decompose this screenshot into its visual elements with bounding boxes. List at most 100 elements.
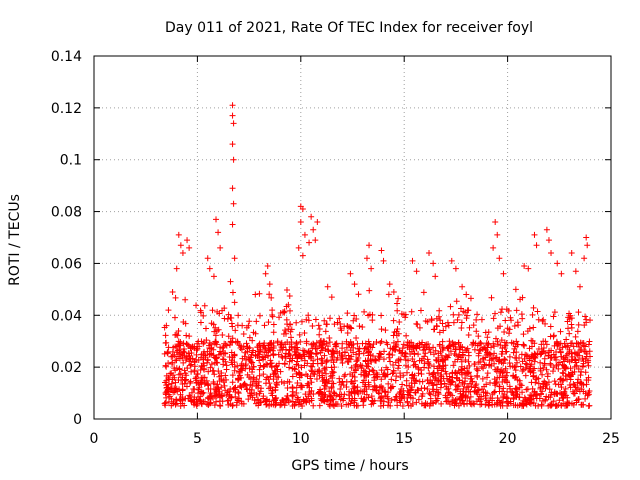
data-point xyxy=(359,388,366,395)
data-point xyxy=(238,361,245,368)
data-point xyxy=(397,388,404,395)
data-point xyxy=(320,378,327,385)
data-point xyxy=(528,379,535,386)
data-point xyxy=(256,342,263,349)
y-tick-labels: 0 0.02 0.04 0.06 0.08 0.1 0.12 0.14 xyxy=(51,49,82,428)
data-point xyxy=(543,226,550,233)
data-point xyxy=(229,185,236,192)
data-point xyxy=(586,338,593,345)
data-point xyxy=(187,378,194,385)
data-point xyxy=(176,365,183,372)
data-point xyxy=(277,347,284,354)
data-point xyxy=(326,378,333,385)
data-point xyxy=(286,379,293,386)
data-point xyxy=(529,311,536,318)
data-point xyxy=(244,344,251,351)
data-point xyxy=(378,367,385,374)
data-point xyxy=(250,378,257,385)
data-point xyxy=(430,260,437,267)
data-point xyxy=(435,313,442,320)
data-point xyxy=(304,360,311,367)
data-point xyxy=(498,337,505,344)
data-point xyxy=(369,311,376,318)
data-point xyxy=(446,376,453,383)
data-point xyxy=(477,358,484,365)
data-point xyxy=(338,356,345,363)
data-point xyxy=(180,348,187,355)
data-point xyxy=(333,392,340,399)
data-point xyxy=(538,350,545,357)
data-point xyxy=(393,397,400,404)
data-point xyxy=(543,366,550,373)
data-point xyxy=(464,345,471,352)
data-point xyxy=(216,402,223,409)
data-point xyxy=(167,370,174,377)
data-point xyxy=(490,355,497,362)
data-point xyxy=(217,344,224,351)
data-point xyxy=(419,378,426,385)
data-point xyxy=(219,356,226,363)
data-point xyxy=(428,316,435,323)
data-point xyxy=(488,294,495,301)
data-point xyxy=(208,361,215,368)
data-point xyxy=(408,386,415,393)
data-point xyxy=(249,337,256,344)
data-point xyxy=(267,384,274,391)
data-point xyxy=(382,389,389,396)
data-point xyxy=(319,360,326,367)
data-point xyxy=(545,237,552,244)
data-point xyxy=(370,367,377,374)
data-point xyxy=(328,385,335,392)
data-point xyxy=(418,393,425,400)
data-point xyxy=(410,362,417,369)
data-point xyxy=(228,359,235,366)
data-point xyxy=(271,369,278,376)
data-point xyxy=(435,377,442,384)
data-point xyxy=(377,394,384,401)
data-point xyxy=(465,352,472,359)
data-point xyxy=(235,390,242,397)
data-point xyxy=(467,393,474,400)
data-point xyxy=(587,317,594,324)
data-point xyxy=(237,344,244,351)
data-point xyxy=(391,346,398,353)
data-point xyxy=(530,324,537,331)
data-point xyxy=(329,372,336,379)
data-point xyxy=(454,316,461,323)
data-point xyxy=(436,329,443,336)
data-point xyxy=(575,349,582,356)
data-point xyxy=(528,343,535,350)
data-point xyxy=(456,377,463,384)
data-point xyxy=(347,400,354,407)
data-point xyxy=(185,395,192,402)
data-point xyxy=(188,368,195,375)
data-point xyxy=(330,389,337,396)
data-point xyxy=(561,365,568,372)
data-point xyxy=(359,323,366,330)
data-point xyxy=(223,342,230,349)
data-point xyxy=(286,364,293,371)
data-point xyxy=(402,356,409,363)
data-point xyxy=(322,346,329,353)
data-point xyxy=(363,255,370,262)
data-point xyxy=(417,307,424,314)
data-point xyxy=(436,343,443,350)
data-point xyxy=(227,338,234,345)
data-point xyxy=(579,363,586,370)
data-point xyxy=(287,328,294,335)
data-point xyxy=(266,281,273,288)
data-point xyxy=(430,344,437,351)
data-point xyxy=(163,385,170,392)
data-point xyxy=(394,338,401,345)
data-point xyxy=(462,356,469,363)
data-point xyxy=(235,395,242,402)
data-point xyxy=(317,338,324,345)
data-point xyxy=(485,340,492,347)
data-point xyxy=(261,349,268,356)
data-point xyxy=(354,357,361,364)
data-point xyxy=(227,385,234,392)
data-point xyxy=(395,365,402,372)
data-point xyxy=(197,398,204,405)
data-point xyxy=(426,389,433,396)
data-point xyxy=(556,346,563,353)
